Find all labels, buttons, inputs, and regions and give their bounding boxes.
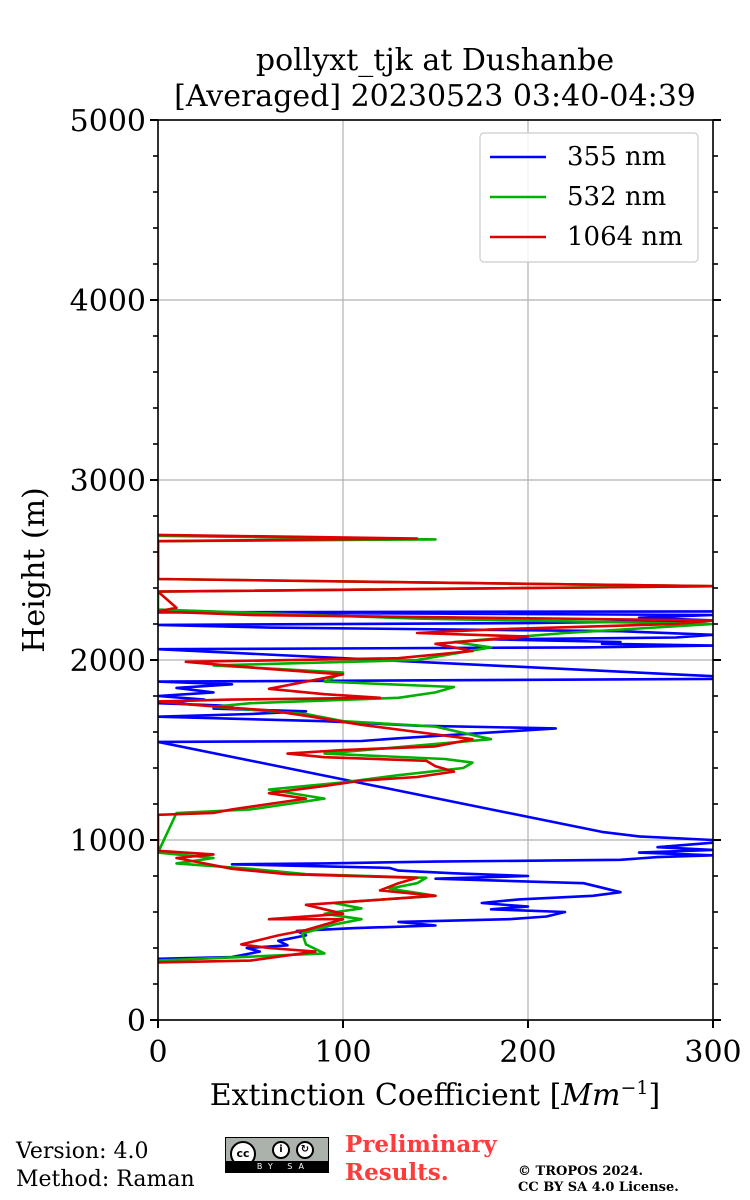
x-tick-label-100: 100 (314, 1035, 371, 1070)
y-tick-label-5000: 5000 (70, 104, 146, 139)
chart-title-line2: [Averaged] 20230523 03:40-04:39 (174, 79, 696, 114)
version-text: Version: 4.0 (16, 1139, 149, 1164)
preliminary-line1: Preliminary (345, 1131, 497, 1158)
footer-info: Version: 4.0 Method: Raman (16, 1138, 195, 1194)
x-tick-label-300: 300 (684, 1035, 741, 1070)
y-tick-label-0: 0 (127, 1004, 146, 1039)
series-line-355-nm (158, 610, 713, 961)
y-tick-label-1000: 1000 (70, 824, 146, 859)
x-tick-label-0: 0 (148, 1035, 167, 1070)
copyright-notice: © TROPOS 2024. CC BY SA 4.0 License. (518, 1164, 679, 1196)
legend-label-1064: 1064 nm (567, 222, 683, 252)
legend-box (479, 132, 699, 263)
preliminary-notice: Preliminary Results. (345, 1131, 497, 1187)
license-badge-strip: BY SA (226, 1161, 328, 1172)
copyright-line2: CC BY SA 4.0 License. (518, 1180, 679, 1195)
y-axis-label: Height (m) (17, 487, 52, 652)
chart-title-line1: pollyxt_tjk at Dushanbe (255, 43, 615, 78)
x-axis-label: Extinction Coefficient [Mm−1] (210, 1077, 661, 1113)
y-tick-label-3000: 3000 (70, 464, 146, 499)
cc-license-badge: cc i ↻ BY SA (225, 1137, 329, 1173)
series-lines (158, 533, 713, 964)
axis-ticks (150, 119, 721, 1028)
series-line-1064-nm (158, 533, 713, 964)
y-tick-label-4000: 4000 (70, 284, 146, 319)
legend: 355 nm 532 nm 1064 nm (479, 132, 699, 263)
preliminary-line2: Results. (345, 1159, 449, 1186)
sa-icon: ↻ (296, 1141, 314, 1159)
legend-label-355: 355 nm (567, 142, 666, 172)
method-text: Method: Raman (16, 1167, 195, 1192)
copyright-line1: © TROPOS 2024. (518, 1164, 644, 1179)
plot-frame (157, 119, 714, 1021)
by-icon: i (272, 1141, 290, 1159)
x-tick-label-200: 200 (499, 1035, 556, 1070)
y-tick-label-2000: 2000 (70, 644, 146, 679)
legend-label-532: 532 nm (567, 182, 666, 212)
